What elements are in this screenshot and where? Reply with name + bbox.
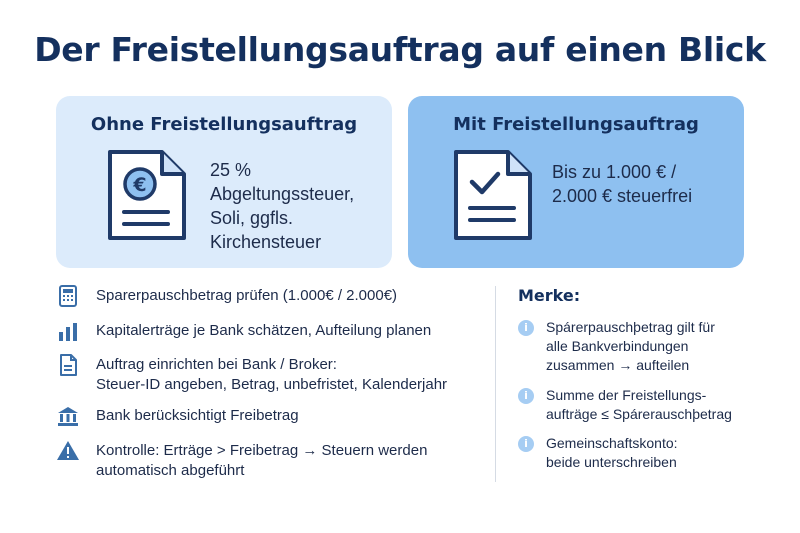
step-line: Kontrolle: Erträge > Freibetrag → Steuer… <box>96 442 428 459</box>
note-line: Summe der Freistellungs- <box>546 387 707 403</box>
note-text: Spárerpauschþetrag gilt für alle Bankver… <box>546 318 778 375</box>
note-text: Gemeinschaftskonto: beide unterschreiben <box>546 434 778 472</box>
note-line: zusammen → aufteilen <box>546 357 690 373</box>
step-text: Auftrag einrichten bei Bank / Broker: St… <box>96 355 496 395</box>
note-line: aufträge ≤ Spárerauschþetrag <box>546 406 732 422</box>
info-icon: i <box>518 388 534 404</box>
card-title: Ohne Freistellungsauftrag <box>90 114 358 135</box>
note-line: alle Bankverbindungen <box>546 338 689 354</box>
checked-document-icon <box>454 150 532 240</box>
card-description: 25 % Abgeltungssteuer, Soli, ggfls. Kirc… <box>210 158 386 254</box>
bank-icon <box>58 407 78 426</box>
step-line: Kapitalerträge je Bank schätzen, Aufteil… <box>96 322 432 339</box>
step-line: Sparerpauschbetrag prüfen (1.000€ / 2.00… <box>96 287 398 304</box>
page-title: Der Freistellungsauftrag auf einen Blick <box>34 30 766 69</box>
calculator-icon <box>59 285 77 307</box>
notes-title: Merke: <box>518 286 581 305</box>
step-line: Bank berücksichtigt Freibetrag <box>96 407 299 424</box>
note-text: Summe der Freistellungs- aufträge ≤ Spár… <box>546 386 778 424</box>
info-icon: i <box>518 320 534 336</box>
step-line: Steuer-ID angeben, Betrag, unbefristet, … <box>96 376 448 393</box>
note-line: Gemeinschaftskonto: <box>546 435 678 451</box>
card-line: Abgeltungssteuer, <box>210 184 355 204</box>
info-icon: i <box>518 436 534 452</box>
euro-document-icon: € <box>108 150 186 240</box>
note-line: Spárerpauschþetrag gilt für <box>546 319 715 335</box>
svg-text:€: € <box>132 174 146 196</box>
step-text: Kapitalerträge je Bank schätzen, Aufteil… <box>96 321 496 341</box>
step-text: Kontrolle: Erträge > Freibetrag → Steuer… <box>96 441 496 481</box>
card-without-exemption: Ohne Freistellungsauftrag € 25 % Abgeltu… <box>56 96 392 268</box>
card-line: Kirchensteuer <box>210 232 322 252</box>
column-divider <box>495 286 496 482</box>
card-with-exemption: Mit Freistellungsauftrag Bis zu 1.000 € … <box>408 96 744 268</box>
step-text: Sparerpauschbetrag prüfen (1.000€ / 2.00… <box>96 286 496 306</box>
card-line: 2.000 € steuerfrei <box>552 186 693 206</box>
bar-chart-icon <box>59 323 77 341</box>
card-line: 25 % <box>210 160 252 180</box>
document-icon <box>60 354 77 376</box>
warning-icon <box>57 441 79 460</box>
step-line: automatisch abgeführt <box>96 462 245 479</box>
note-line: beide unterschreiben <box>546 454 677 470</box>
card-title: Mit Freistellungsauftrag <box>453 114 699 135</box>
card-line: Bis zu 1.000 € / <box>552 162 677 182</box>
card-description: Bis zu 1.000 € / 2.000 € steuerfrei <box>552 160 738 208</box>
card-line: Soli, ggfls. <box>210 208 294 228</box>
step-line: Auftrag einrichten bei Bank / Broker: <box>96 356 337 373</box>
step-text: Bank berücksichtigt Freibetrag <box>96 406 496 426</box>
